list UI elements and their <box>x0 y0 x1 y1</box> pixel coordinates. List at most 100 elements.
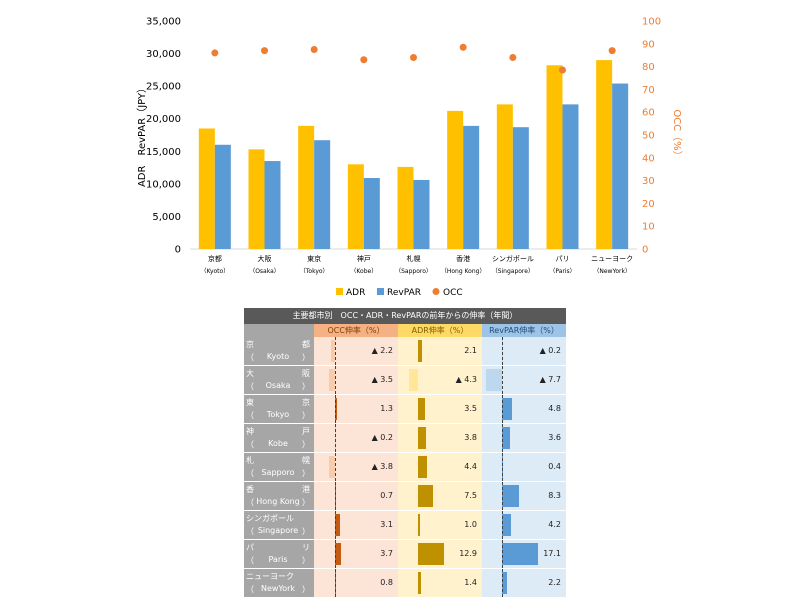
header-revpar: RevPAR伸率（%） <box>482 324 566 337</box>
x-tick-label: 大阪 <box>258 254 272 263</box>
rev-cell: 0.4 <box>482 453 566 481</box>
occ-cell: ▲ 3.5 <box>314 366 398 394</box>
revpar-bar <box>562 104 579 249</box>
city-name-en: （ Paris ） <box>246 555 310 566</box>
y-tick-label: 25,000 <box>146 82 181 93</box>
adr-growth-bar <box>418 514 420 536</box>
y2-tick-label: 90 <box>642 39 655 50</box>
occ-growth-bar <box>335 543 342 565</box>
paren-open: （ <box>246 527 254 536</box>
occ-cell: ▲ 3.8 <box>314 453 398 481</box>
rev-zero-line <box>502 366 503 394</box>
occ-zero-line <box>335 453 336 481</box>
rev-growth-bar <box>502 543 538 565</box>
city-name-jp-part: 京 <box>302 398 310 407</box>
occ-point <box>459 43 467 51</box>
x-tick-sublabel: （Singapore） <box>492 268 534 275</box>
adr-bar <box>397 166 414 249</box>
x-tick-label: パリ <box>556 255 570 263</box>
occ-cell: 1.3 <box>314 395 398 423</box>
paren-close: ） <box>302 353 310 362</box>
rev-growth-bar <box>502 572 507 594</box>
city-name-en-text: Hong Kong <box>256 497 300 506</box>
city-name-jp: 香港 <box>246 484 310 495</box>
paren-close: ） <box>302 411 310 420</box>
rev-zero-line <box>502 453 503 481</box>
x-tick-label: 香港 <box>456 254 470 263</box>
adr-cell: 12.9 <box>398 540 482 568</box>
revpar-bar <box>612 83 629 249</box>
city-cell: 大阪（Osaka） <box>244 366 314 394</box>
city-name-jp: 京都 <box>246 339 310 350</box>
adr-cell: 2.1 <box>398 337 482 365</box>
rev-growth-bar <box>502 427 510 449</box>
occ-value: ▲ 3.8 <box>371 462 393 471</box>
x-tick-sublabel: （Paris） <box>549 268 575 275</box>
revpar-bar <box>363 177 380 249</box>
table-row: シンガポール （Singapore） 3.1 1.0 4.2 <box>244 511 566 540</box>
city-name-en-text: NewYork <box>260 584 296 593</box>
city-cell: 京都 （Kyoto） <box>244 337 314 365</box>
x-tick-label: 京都 <box>208 254 222 263</box>
y-tick-label: 5,000 <box>152 212 181 223</box>
table-body: 京都（Kyoto） ▲ 2.2 2.1 ▲ 0.2 大阪（Osaka） ▲ 3.5 ▲ 4.… <box>244 337 566 598</box>
rev-growth-bar <box>502 514 511 536</box>
adr-growth-bar <box>418 456 427 478</box>
legend-occ-label: OCC <box>443 288 463 298</box>
adr-growth-bar <box>418 427 426 449</box>
rev-value: 0.4 <box>548 462 561 471</box>
city-name-jp: パリ <box>246 542 310 553</box>
legend-occ-marker <box>432 288 440 295</box>
table-row: パリ（Paris） 3.7 12.9 17.1 <box>244 540 566 569</box>
city-name-jp-part: リ <box>302 543 310 552</box>
city-name-en: （ Osaka ） <box>246 381 310 392</box>
city-name-jp-part: 戸 <box>302 427 310 436</box>
city-name-jp-part: 阪 <box>302 369 310 378</box>
city-name-en-text: Paris <box>268 555 288 564</box>
revpar-bar <box>463 125 480 249</box>
adr-value: 4.4 <box>464 462 477 471</box>
city-name-jp-part: 京 <box>246 340 254 349</box>
occ-cell: ▲ 2.2 <box>314 337 398 365</box>
revpar-bar <box>214 144 231 249</box>
paren-open: （ <box>246 556 254 565</box>
x-tick-sublabel: （Osaka） <box>249 268 280 275</box>
occ-point <box>211 49 219 57</box>
city-name-en: （Singapore） <box>246 526 310 537</box>
rev-value: ▲ 0.2 <box>539 346 561 355</box>
occ-zero-line <box>335 337 336 365</box>
occ-point <box>559 66 566 74</box>
adr-bar <box>298 125 315 249</box>
table-row: 札幌（Sapporo） ▲ 3.8 4.4 0.4 <box>244 453 566 482</box>
city-cell: 札幌（Sapporo） <box>244 453 314 481</box>
rev-zero-line <box>502 511 503 539</box>
y2-tick-label: 10 <box>642 222 655 233</box>
rev-cell: 2.2 <box>482 569 566 597</box>
y2-tick-label: 40 <box>642 153 655 164</box>
y2-tick-label: 60 <box>642 108 655 119</box>
y-tick-label: 30,000 <box>146 49 181 60</box>
occ-zero-line <box>335 482 336 510</box>
city-name-en: （Hong Kong） <box>246 497 310 508</box>
paren-open: （ <box>246 440 254 449</box>
rev-value: ▲ 7.7 <box>539 375 561 384</box>
adr-value: 3.8 <box>464 433 477 442</box>
adr-value: ▲ 4.3 <box>455 375 477 384</box>
paren-open: （ <box>246 469 254 478</box>
x-tick-label: 神戸 <box>357 254 371 263</box>
x-tick-sublabel: （NewYork） <box>593 268 631 275</box>
rev-value: 3.6 <box>548 433 561 442</box>
city-name-jp-part: 香 <box>246 485 254 494</box>
city-name-en: （ Kyoto ） <box>246 352 310 363</box>
city-name-jp-part: 幌 <box>302 456 310 465</box>
occ-value: ▲ 0.2 <box>371 433 393 442</box>
adr-growth-bar <box>418 485 433 507</box>
adr-cell: 1.0 <box>398 511 482 539</box>
paren-close: ） <box>302 440 310 449</box>
adr-bar <box>496 104 513 249</box>
city-name-en: （ NewYork ） <box>246 584 310 595</box>
adr-bar <box>447 110 464 249</box>
city-name-en-text: Sapporo <box>261 468 295 477</box>
paren-close: ） <box>302 469 310 478</box>
occ-growth-bar <box>335 514 341 536</box>
